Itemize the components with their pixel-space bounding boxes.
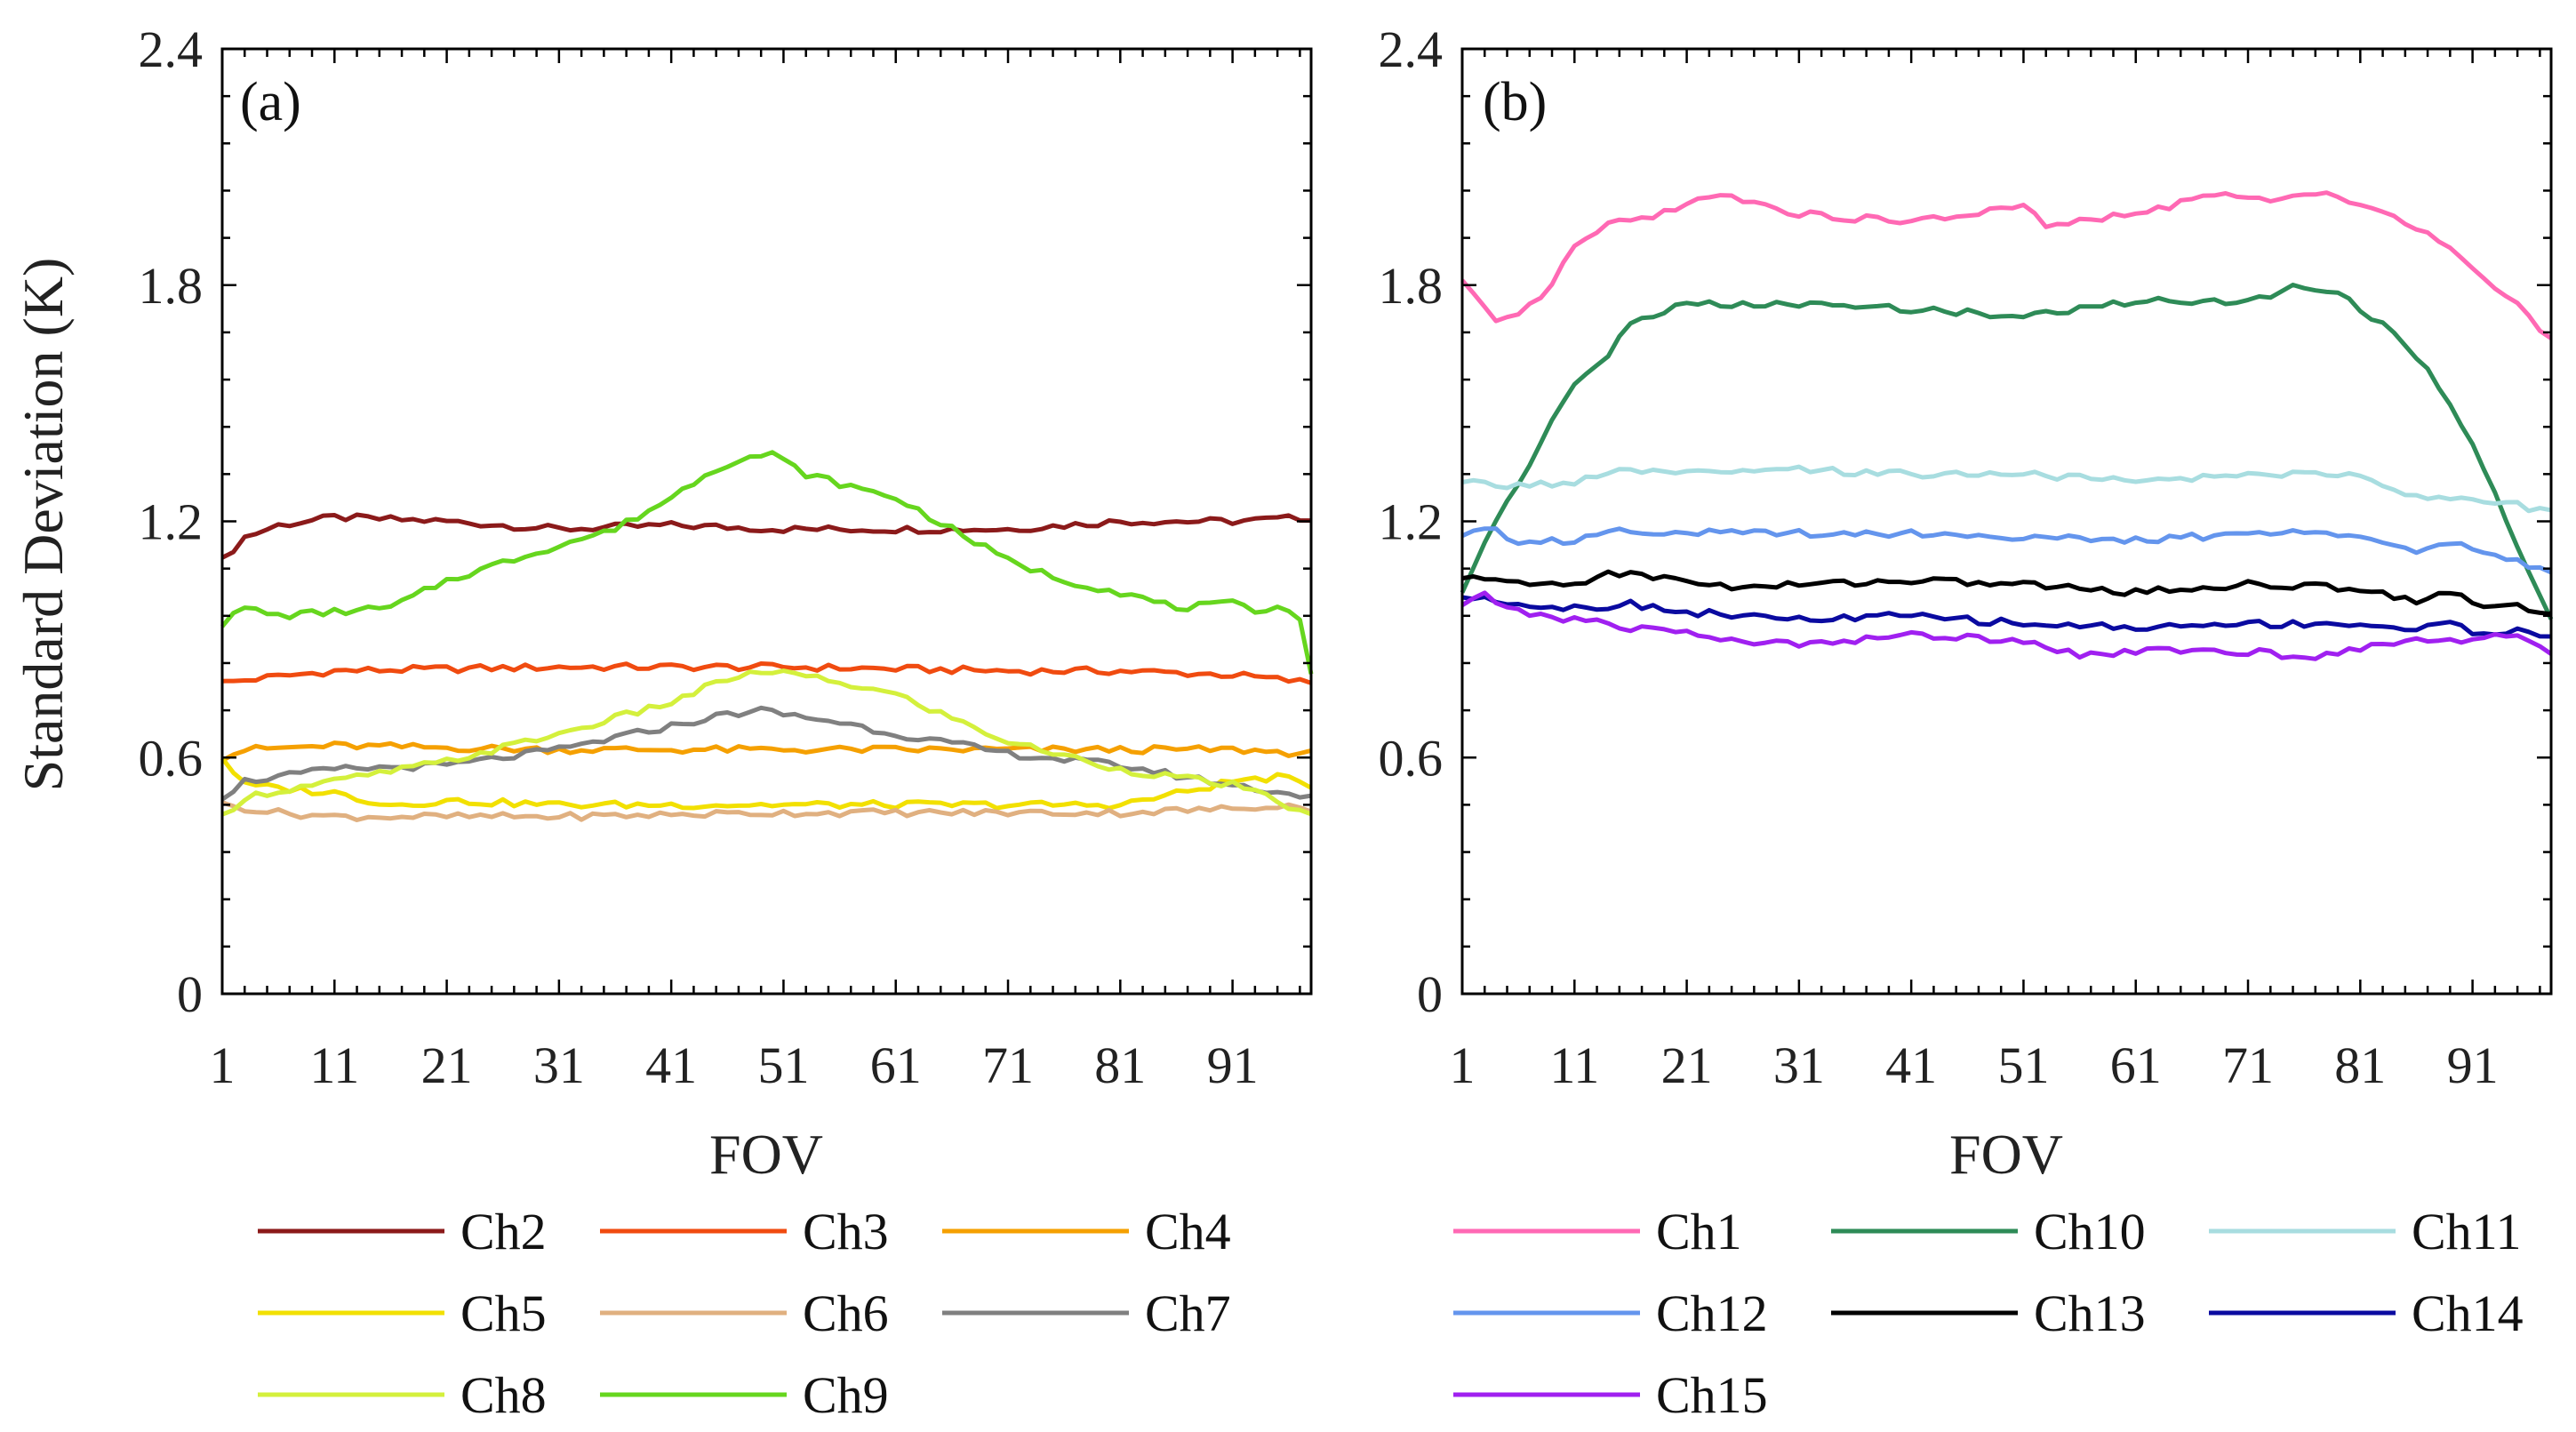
series-line-ch14 [1461,595,2552,639]
panel-a-legend: Ch2 Ch3 Ch4 Ch5 Ch6 Ch7 Ch8 Ch9 [258,1203,1231,1424]
legend-item-ch13: Ch13 [1831,1284,2146,1342]
legend-label: Ch12 [1656,1284,1768,1342]
y-tick-label: 0 [177,965,203,1023]
series-line-ch13 [1461,569,2552,617]
series-line-ch12 [1460,526,2553,575]
series-line-ch5 [220,756,1313,811]
legend-item-ch10: Ch10 [1831,1203,2146,1260]
legend-item-ch8: Ch8 [258,1366,547,1424]
series-line-ch7 [220,705,1312,802]
legend-label: Ch15 [1656,1366,1768,1424]
series-line-ch4 [220,740,1312,763]
legend-label: Ch13 [2034,1284,2146,1342]
x-tick-label: 21 [1661,1036,1713,1094]
legend-label: Ch6 [803,1284,889,1342]
y-tick-label: 1.2 [1379,493,1444,551]
legend-item-ch15: Ch15 [1453,1366,1768,1424]
legend-item-ch5: Ch5 [258,1284,547,1342]
legend-label: Ch2 [460,1203,547,1260]
y-tick-label: 0 [1417,965,1443,1023]
legend-item-ch4: Ch4 [942,1203,1231,1260]
x-tick-label: 91 [1207,1036,1259,1094]
panel-b-axes-frame [1460,47,2553,996]
x-tick-label: 1 [1450,1036,1476,1094]
x-tick-label: 51 [1997,1036,2049,1094]
panel-b: 00.61.21.82.41 11 21 31 41 51 61 71 81 91 (b) FOV [1379,20,2554,1186]
legend-label: Ch5 [460,1284,547,1342]
legend-label: Ch11 [2412,1203,2522,1260]
y-tick-label: 2.4 [1379,20,1444,78]
y-axis-label: Standard Deviation (K) [12,258,75,792]
legend-item-ch12: Ch12 [1453,1284,1768,1342]
legend-label: Ch4 [1145,1203,1231,1260]
series-line-ch3 [221,661,1312,685]
y-tick-label: 1.8 [1379,257,1444,315]
x-tick-label: 11 [1549,1036,1599,1094]
series-line-ch11 [1461,464,2552,514]
legend-item-ch14: Ch14 [2209,1284,2524,1342]
panel-a-label: (a) [240,72,301,132]
series-line-ch10 [1460,283,2554,620]
x-tick-label: 31 [533,1036,585,1094]
panel-a: 00.61.21.82.41 11 21 31 41 51 61 71 81 91 (a) FOV… [12,20,1314,1186]
x-tick-label: 1 [210,1036,236,1094]
legend-label: Ch8 [460,1366,547,1424]
legend-label: Ch10 [2034,1203,2146,1260]
x-tick-label: 91 [2447,1036,2499,1094]
panel-a-x-axis-label: FOV [709,1123,823,1186]
legend-item-ch1: Ch1 [1453,1203,1742,1260]
y-tick-label: 1.8 [139,257,204,315]
panel-b-series [1460,190,2554,661]
y-tick-label: 1.2 [139,493,204,551]
legend-item-ch2: Ch2 [258,1203,547,1260]
series-line-ch15 [1460,590,2553,661]
x-tick-label: 51 [757,1036,809,1094]
x-tick-label: 11 [309,1036,359,1094]
panel-b-x-axis-label: FOV [1949,1123,2063,1186]
legend-label: Ch7 [1145,1284,1231,1342]
legend-item-ch6: Ch6 [600,1284,889,1342]
series-line-ch1 [1460,190,2553,340]
y-tick-label: 0.6 [139,729,204,787]
x-tick-label: 81 [1094,1036,1146,1094]
x-tick-label: 71 [982,1036,1034,1094]
legend-label: Ch1 [1656,1203,1742,1260]
x-tick-label: 21 [421,1036,473,1094]
series-line-ch8 [221,668,1312,817]
panel-b-legend: Ch1 Ch10 Ch11 Ch12 Ch13 Ch14 Ch15 [1453,1203,2524,1424]
y-tick-label: 0.6 [1379,729,1444,787]
x-tick-label: 71 [2222,1036,2274,1094]
x-tick-label: 61 [2110,1036,2162,1094]
x-tick-label: 31 [1773,1036,1825,1094]
y-tick-label: 2.4 [139,20,204,78]
series-line-ch6 [221,800,1312,822]
legend-label: Ch3 [803,1203,889,1260]
x-tick-label: 81 [2334,1036,2386,1094]
legend-item-ch3: Ch3 [600,1203,889,1260]
x-tick-label: 61 [870,1036,922,1094]
legend-label: Ch14 [2412,1284,2524,1342]
series-line-ch2 [220,512,1312,560]
legend-label: Ch9 [803,1366,889,1424]
legend-item-ch11: Ch11 [2209,1203,2522,1260]
x-tick-label: 41 [1885,1036,1937,1094]
panel-a-series [220,450,1314,822]
legend-item-ch7: Ch7 [942,1284,1231,1342]
x-tick-label: 41 [645,1036,697,1094]
legend-item-ch9: Ch9 [600,1366,889,1424]
series-line-ch9 [220,450,1314,675]
panel-b-label: (b) [1483,72,1547,132]
